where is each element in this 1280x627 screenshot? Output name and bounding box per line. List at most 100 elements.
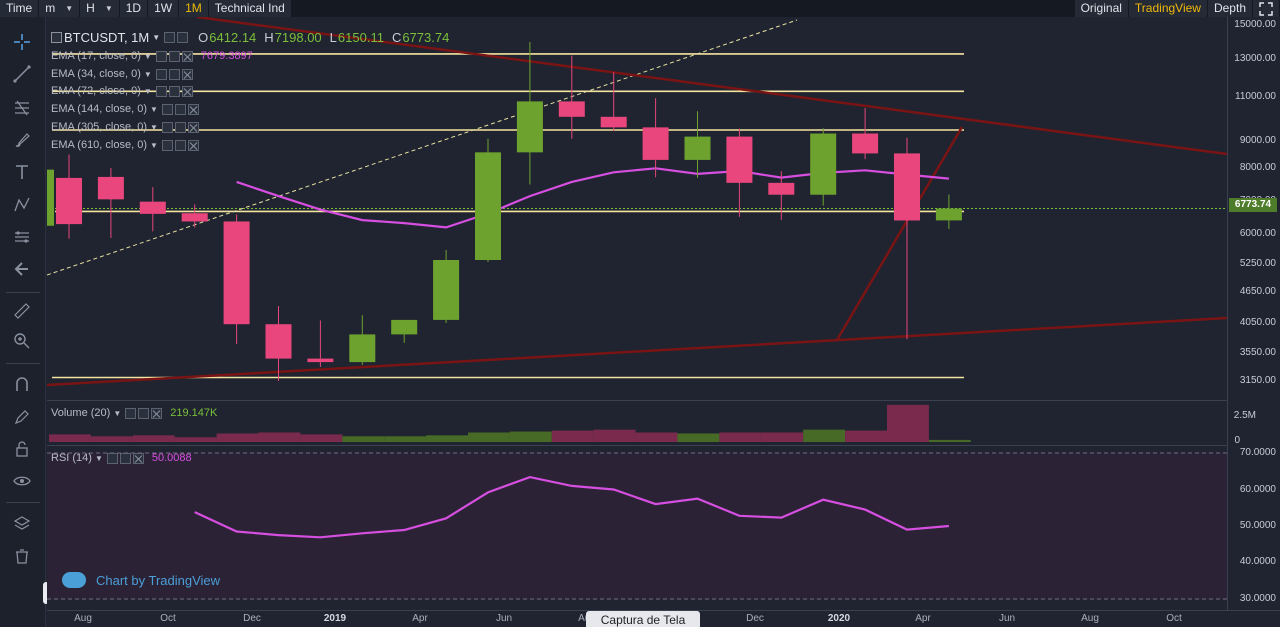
chevron-down-icon[interactable]: ▼ (143, 69, 152, 79)
settings-icon[interactable] (125, 407, 137, 419)
settings-icon[interactable] (161, 121, 173, 133)
candle-body[interactable] (265, 324, 292, 359)
eye-toggle-icon[interactable] (174, 103, 186, 115)
diagonal-trend-line[interactable] (835, 126, 964, 341)
trash-icon[interactable] (10, 544, 34, 568)
candle-body[interactable] (433, 260, 460, 320)
support-trend-line[interactable] (47, 316, 1227, 387)
settings-icon[interactable] (155, 50, 167, 62)
candle-body[interactable] (139, 201, 166, 214)
layers-icon[interactable] (10, 512, 34, 536)
eye-toggle-icon[interactable] (174, 139, 186, 151)
settings-icon[interactable] (164, 32, 176, 43)
eye-toggle-icon[interactable] (138, 407, 150, 419)
candle-body[interactable] (935, 208, 962, 221)
candle-body[interactable] (516, 101, 543, 153)
eye-toggle-icon[interactable] (174, 121, 186, 133)
pattern-icon[interactable] (10, 193, 34, 217)
view-button-2[interactable]: Depth (1207, 0, 1253, 17)
candle-body[interactable] (307, 358, 334, 363)
magnet-icon[interactable] (10, 373, 34, 397)
toolbar-scroll-handle[interactable] (43, 582, 49, 604)
dashed-trend-line[interactable] (47, 19, 798, 276)
prediction-icon[interactable] (10, 225, 34, 249)
chevron-down-icon[interactable]: ▼ (150, 140, 158, 150)
chevron-down-icon[interactable]: ▼ (113, 408, 122, 418)
close-icon[interactable] (181, 68, 193, 80)
ema-label[interactable]: EMA (72, close, 0) (51, 85, 141, 97)
settings-icon[interactable] (161, 139, 173, 151)
close-icon[interactable] (181, 50, 193, 62)
symbol-name[interactable]: BTCUSDT, 1M (64, 30, 150, 45)
trend-line-icon[interactable] (10, 62, 34, 86)
candle-body[interactable] (349, 334, 376, 363)
fib-tool-icon[interactable] (10, 96, 34, 120)
candle-body[interactable] (181, 213, 208, 222)
chevron-down-icon[interactable]: ▼ (143, 86, 152, 96)
ema-label[interactable]: EMA (34, close, 0) (51, 68, 141, 80)
interval-button-3[interactable]: 1D (119, 0, 149, 17)
view-button-1[interactable]: TradingView (1128, 0, 1208, 17)
chevron-down-icon[interactable]: ▼ (143, 51, 152, 61)
ema-label[interactable]: EMA (610, close, 0) (51, 139, 147, 151)
chevron-down-icon[interactable]: ▼ (94, 453, 103, 463)
close-icon[interactable] (187, 139, 199, 151)
settings-icon[interactable] (155, 68, 167, 80)
eye-toggle-icon[interactable] (119, 452, 131, 464)
interval-button-1[interactable]: m ▼ (39, 0, 81, 17)
candle-body[interactable] (97, 176, 124, 200)
candle-body[interactable] (894, 153, 920, 221)
price-scale[interactable]: 15000.00 13000.00 11000.00 9000.00 8000.00 70… (1227, 17, 1280, 610)
expand-icon[interactable] (1253, 0, 1280, 17)
chart-area[interactable] (47, 17, 1227, 610)
eye-icon[interactable] (10, 469, 34, 493)
close-icon[interactable] (181, 85, 193, 97)
rsi-line[interactable] (194, 475, 949, 539)
chart-canvas[interactable] (47, 17, 1227, 610)
candle-body[interactable] (642, 127, 669, 160)
eye-toggle-icon[interactable] (168, 68, 180, 80)
lock-pencil-icon[interactable] (10, 405, 34, 429)
interval-button-6[interactable]: Technical Ind (208, 0, 292, 17)
chevron-down-icon[interactable]: ▼ (152, 33, 161, 42)
ema-label[interactable]: EMA (17, close, 0) (51, 50, 141, 62)
close-icon[interactable] (151, 407, 163, 419)
interval-button-5[interactable]: 1M (179, 0, 209, 17)
candle-body[interactable] (56, 177, 82, 225)
brush-icon[interactable] (10, 128, 34, 152)
eye-toggle-icon[interactable] (168, 50, 180, 62)
text-tool-icon[interactable] (10, 160, 34, 184)
crosshair-icon[interactable] (10, 30, 34, 54)
candle-body[interactable] (475, 152, 501, 260)
ruler-icon[interactable] (10, 299, 34, 323)
interval-button-4[interactable]: 1W (148, 0, 180, 17)
settings-icon[interactable] (106, 452, 118, 464)
volume-label[interactable]: Volume (20) (51, 407, 111, 419)
candle-body[interactable] (852, 133, 879, 154)
ema-label[interactable]: EMA (305, close, 0) (51, 121, 147, 133)
candle-body[interactable] (47, 169, 54, 226)
interval-button-0[interactable]: Time (0, 0, 40, 17)
candle-body[interactable] (810, 133, 837, 195)
settings-icon[interactable] (161, 103, 173, 115)
close-icon[interactable] (187, 121, 199, 133)
candle-body[interactable] (558, 101, 585, 117)
symbol-toggle-icon[interactable] (51, 32, 62, 43)
ema-label[interactable]: EMA (144, close, 0) (51, 103, 147, 115)
ema-line[interactable] (236, 167, 950, 229)
interval-button-2[interactable]: H ▼ (80, 0, 120, 17)
candle-body[interactable] (768, 182, 795, 195)
chevron-down-icon[interactable]: ▼ (150, 104, 158, 114)
back-arrow-icon[interactable] (10, 257, 34, 281)
settings-icon[interactable] (155, 85, 167, 97)
chevron-down-icon[interactable]: ▼ (150, 122, 158, 132)
zoom-icon[interactable] (10, 329, 34, 353)
candle-body[interactable] (600, 116, 627, 128)
resistance-trend-line[interactable] (196, 17, 1227, 156)
candle-body[interactable] (223, 221, 250, 325)
eye-toggle-icon[interactable] (168, 85, 180, 97)
lock-icon[interactable] (10, 437, 34, 461)
candle-body[interactable] (726, 136, 753, 183)
close-icon[interactable] (132, 452, 144, 464)
candle-body[interactable] (391, 319, 418, 335)
